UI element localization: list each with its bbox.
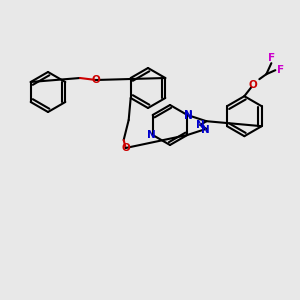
Text: F: F <box>268 53 275 63</box>
Text: N: N <box>196 120 205 130</box>
Text: O: O <box>121 143 130 153</box>
Text: N: N <box>184 111 193 121</box>
Text: N: N <box>147 130 156 140</box>
Text: N: N <box>201 125 210 135</box>
Text: N: N <box>184 110 193 120</box>
Text: O: O <box>92 75 100 85</box>
Text: O: O <box>249 80 258 90</box>
Text: F: F <box>277 65 284 75</box>
